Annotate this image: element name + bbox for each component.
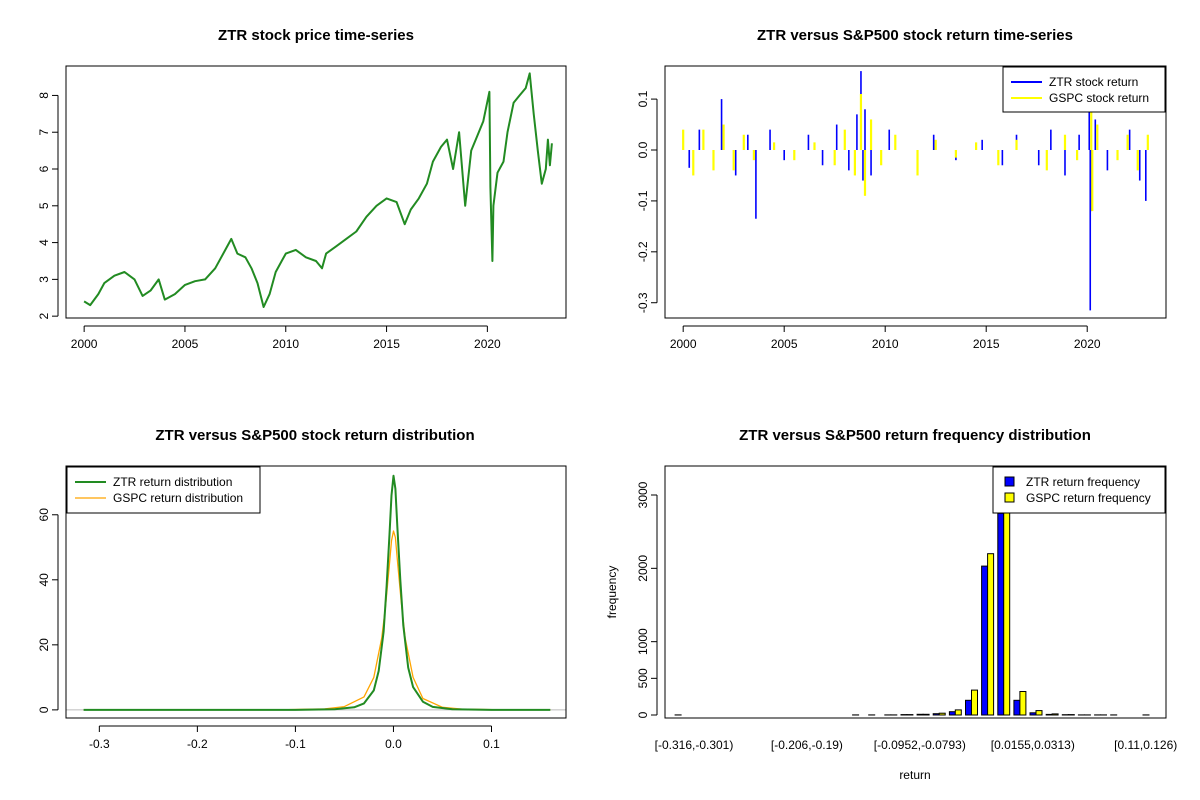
returns-legend-box <box>1002 66 1166 113</box>
density-y-tick-label: 20 <box>37 638 51 652</box>
gspc-frequency-bar <box>1051 713 1059 716</box>
density-x-tick-label: -0.1 <box>285 737 306 751</box>
returns-x-tick-label: 2010 <box>872 337 899 351</box>
density-x-tick-label: 0.1 <box>483 737 500 751</box>
density-y-tick-label: 40 <box>37 573 51 587</box>
density-x-tick-label: 0.0 <box>385 737 402 751</box>
histogram-y-tick-label: 500 <box>636 668 650 688</box>
histogram-axes: 0 500 1000 2000 3000 [-0.316,-0.301) [-0.206,-… <box>636 481 1177 752</box>
histogram-y-tick-label: 0 <box>636 711 650 718</box>
returns-y-tick-label: -0.1 <box>636 190 650 211</box>
price-x-tick-label: 2005 <box>172 337 199 351</box>
returns-legend: ZTR stock return GSPC stock return <box>1002 66 1166 113</box>
returns-plot-area <box>682 71 1149 311</box>
returns-axes: 2000 2005 2010 2015 2020 -0.3 -0.2 -0.1 0.0 0.1 <box>636 90 1101 351</box>
histogram-x-tick-label: [-0.206,-0.19) <box>771 738 843 752</box>
ztr-frequency-bar <box>965 699 972 716</box>
legend-label-ztr-frequency: ZTR return frequency <box>1026 475 1140 489</box>
legend-label-gspc-return: GSPC stock return <box>1049 91 1149 105</box>
price-chart: ZTR stock price time-series 2000 2005 2010… <box>37 27 567 351</box>
legend-label-gspc-frequency: GSPC return frequency <box>1026 491 1151 505</box>
histogram-y-tick-label: 1000 <box>636 628 650 655</box>
returns-chart: ZTR versus S&P500 stock return time-seri… <box>636 27 1167 351</box>
histogram-y-tick-label: 2000 <box>636 555 650 582</box>
returns-y-tick-label: 0.1 <box>636 90 650 107</box>
legend-label-gspc-distribution: GSPC return distribution <box>113 491 243 505</box>
gspc-frequency-bar <box>1003 509 1011 716</box>
returns-x-tick-label: 2005 <box>771 337 798 351</box>
gspc-frequency-bar <box>938 712 946 716</box>
density-y-tick-label: 60 <box>37 508 51 522</box>
price-plot-frame <box>65 65 567 319</box>
histogram-chart: ZTR versus S&P500 return frequency distr… <box>605 427 1177 782</box>
returns-x-tick-label: 2020 <box>1074 337 1101 351</box>
ztr-frequency-bar <box>948 711 956 716</box>
histogram-x-axis-label: return <box>899 768 930 782</box>
ztr-frequency-bar <box>1029 712 1037 716</box>
price-x-tick-label: 2010 <box>272 337 299 351</box>
legend-label-ztr-distribution: ZTR return distribution <box>113 475 232 489</box>
histogram-x-tick-label: [-0.316,-0.301) <box>655 738 734 752</box>
returns-x-tick-label: 2000 <box>670 337 697 351</box>
gspc-frequency-bar <box>954 709 962 716</box>
gspc-frequency-bar <box>1019 691 1027 716</box>
price-x-tick-label: 2015 <box>373 337 400 351</box>
returns-y-tick-label: 0.0 <box>636 141 650 158</box>
density-chart: ZTR versus S&P500 stock return distribut… <box>37 427 567 751</box>
density-plot-frame <box>65 465 567 719</box>
price-y-tick-label: 7 <box>37 129 51 136</box>
returns-y-tick-label: -0.2 <box>636 241 650 262</box>
density-x-tick-label: -0.3 <box>89 737 110 751</box>
price-y-tick-label: 5 <box>37 202 51 209</box>
histogram-x-tick-label: [-0.0952,-0.0793) <box>874 738 966 752</box>
price-x-tick-label: 2000 <box>71 337 98 351</box>
returns-chart-title: ZTR versus S&P500 stock return time-seri… <box>757 27 1073 44</box>
density-axes: -0.3 -0.2 -0.1 0.0 0.1 0 20 40 60 <box>37 508 500 751</box>
gspc-frequency-bar <box>971 689 978 716</box>
legend-label-ztr-return: ZTR stock return <box>1049 75 1138 89</box>
price-chart-title: ZTR stock price time-series <box>218 27 414 44</box>
histogram-x-tick-label: [0.0155,0.0313) <box>991 738 1075 752</box>
density-chart-title: ZTR versus S&P500 stock return distribut… <box>155 427 474 444</box>
price-axes: 2000 2005 2010 2015 2020 2 3 4 5 6 7 8 <box>37 92 501 351</box>
gspc-distribution-line <box>83 530 551 711</box>
price-x-tick-label: 2020 <box>474 337 501 351</box>
gspc-frequency-bar <box>1035 710 1043 716</box>
price-y-tick-label: 4 <box>37 239 51 246</box>
ztr-frequency-bar <box>1045 713 1053 716</box>
histogram-x-tick-label: [0.11,0.126) <box>1114 738 1177 752</box>
histogram-y-axis-label: frequency <box>605 566 619 619</box>
gspc-frequency-bar <box>987 553 995 716</box>
density-x-tick-label: -0.2 <box>187 737 208 751</box>
returns-y-tick-label: -0.3 <box>636 292 650 313</box>
histogram-chart-title: ZTR versus S&P500 return frequency distr… <box>739 427 1091 444</box>
ztr-frequency-bar <box>932 713 940 716</box>
histogram-legend: ZTR return frequency GSPC return frequen… <box>992 466 1166 514</box>
density-plot-area <box>66 474 566 711</box>
density-y-tick-label: 0 <box>37 706 51 713</box>
gspc-frequency-bar <box>922 713 930 716</box>
histogram-y-tick-label: 3000 <box>636 481 650 508</box>
price-plot-area <box>83 72 553 308</box>
ztr-frequency-bar <box>916 713 924 716</box>
price-y-tick-label: 3 <box>37 276 51 283</box>
histogram-legend-box <box>992 466 1166 514</box>
price-y-tick-label: 2 <box>37 313 51 320</box>
density-legend: ZTR return distribution GSPC return dist… <box>66 466 261 514</box>
legend-swatch-gspc-frequency <box>1004 492 1015 503</box>
price-y-tick-label: 6 <box>37 165 51 172</box>
ztr-frequency-bar <box>997 512 1005 716</box>
returns-x-tick-label: 2015 <box>973 337 1000 351</box>
histogram-plot-frame <box>664 465 1167 719</box>
density-legend-box <box>66 466 261 514</box>
price-y-tick-label: 8 <box>37 92 51 99</box>
ztr-distribution-line <box>83 474 551 711</box>
legend-swatch-ztr-frequency <box>1004 476 1015 487</box>
ztr-frequency-bar <box>981 565 989 716</box>
ztr-frequency-bar <box>1013 699 1021 716</box>
price-series-line <box>83 72 553 308</box>
returns-plot-frame <box>664 65 1167 319</box>
